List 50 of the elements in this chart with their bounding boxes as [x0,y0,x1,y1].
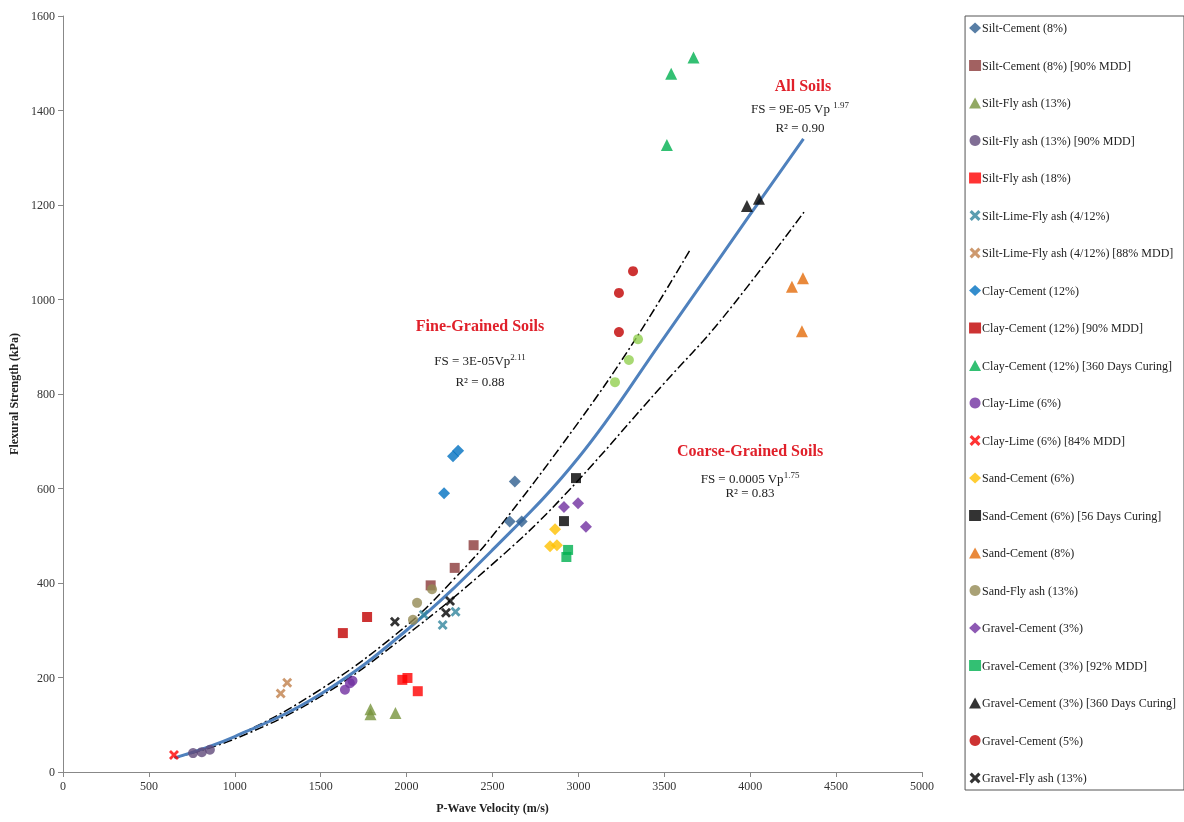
legend-label: Gravel-Cement (3%) [360 Days Curing] [982,696,1177,710]
x-tick-label: 5000 [910,779,934,793]
legend-label: Sand-Cement (6%) [56 Days Curing] [982,508,1162,523]
y-axis-title: Flexural Strength (kPa) [7,333,22,455]
annotation: R² = 0.88 [455,373,505,389]
legend-label: Silt-Cement (8%) [982,21,1068,35]
x-tick-label: 4500 [824,779,849,793]
legend-label: Gravel-Cement (3%) [982,621,1084,635]
x-tick-label: 500 [139,779,158,793]
legend-label: Silt-Lime-Fly ash (4/12%) [982,208,1110,223]
legend-label: Silt-Lime-Fly ash (4/12%) [88% MDD] [982,246,1174,260]
annotation: All Soils [774,76,832,94]
x-tick-label: 3500 [652,779,677,793]
legend-label: Gravel-Cement (5%) [982,733,1084,748]
x-tick-label: 1000 [222,779,247,793]
y-tick-label: 1200 [31,198,55,212]
legend-label: Gravel-Cement (3%) [92% MDD] [982,658,1148,673]
annotation: R² = 0.90 [775,119,825,135]
y-tick-label: 1000 [31,292,55,307]
x-tick-label: 3000 [566,779,591,793]
legend-label: Gravel-Fly ash (13%) [982,771,1087,785]
x-tick-label: 1500 [308,779,333,793]
annotation: R² = 0.83 [725,484,775,500]
legend-label: Clay-Cement (12%) [982,283,1080,298]
y-tick-label: 400 [37,576,55,590]
x-tick-label: 4000 [738,779,763,793]
legend-label: Silt-Cement (8%) [90% MDD] [982,58,1132,73]
x-axis-title: P-Wave Velocity (m/s) [436,801,549,815]
legend-label: Sand-Fly ash (13%) [982,583,1079,598]
legend-label: Silt-Fly ash (13%) [982,96,1071,110]
annotation: Coarse-Grained Soils [676,441,824,459]
y-tick-label: 800 [37,387,55,401]
legend-label: Silt-Fly ash (18%) [982,171,1071,185]
annotation: Fine-Grained Soils [415,316,545,334]
legend-label: Clay-Lime (6%) [982,396,1062,410]
y-tick-label: 1600 [31,9,55,23]
annotation: FS = 9E-05 Vp 1.97 [751,100,850,116]
legend-label: Clay-Lime (6%) [84% MDD] [982,433,1126,448]
x-tick-label: 0 [60,779,66,793]
y-tick-label: 600 [37,481,55,496]
legend-label: Sand-Cement (6%) [982,471,1075,485]
x-tick-label: 2000 [394,779,419,793]
y-tick-label: 200 [37,670,55,685]
legend-label: Silt-Fly ash (13%) [90% MDD] [982,133,1135,148]
y-tick-label: 0 [49,765,55,779]
legend-label: Sand-Cement (8%) [982,546,1075,560]
legend-label: Clay-Cement (12%) [360 Days Curing] [982,358,1173,373]
legend-label: Clay-Cement (12%) [90% MDD] [982,321,1144,335]
x-tick-label: 2500 [480,779,505,793]
y-tick-label: 1400 [31,103,55,118]
